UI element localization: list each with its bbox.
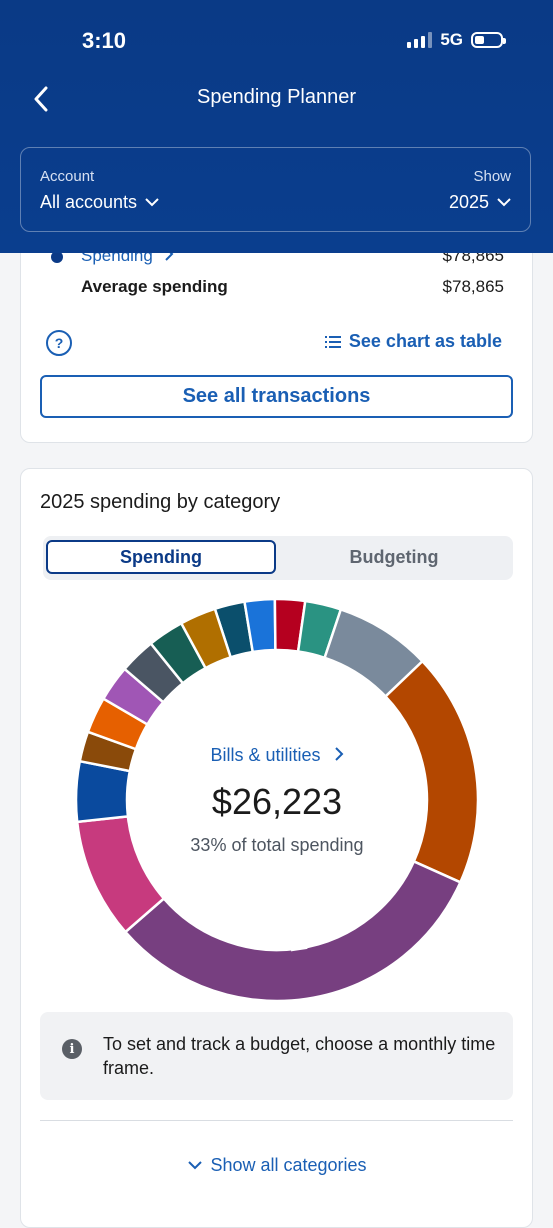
back-button[interactable]: [26, 82, 56, 116]
info-text: To set and track a budget, choose a mont…: [103, 1034, 496, 1078]
spending-dot: [51, 251, 63, 263]
network-label: 5G: [440, 30, 463, 49]
card-title: 2025 spending by category: [40, 491, 281, 513]
see-chart-as-table-link[interactable]: See chart as table: [324, 331, 502, 352]
view-toggle: Spending Budgeting: [43, 536, 513, 580]
show-all-categories-link[interactable]: Show all categories: [21, 1155, 534, 1176]
app-header: 3:10 5G Spending Planner Account All acc…: [0, 0, 553, 253]
category-percent: 33% of total spending: [190, 835, 364, 855]
show-label: Show: [473, 168, 511, 185]
status-time: 3:10: [82, 28, 127, 53]
tab-spending[interactable]: Spending: [46, 540, 276, 574]
donut-chart: Bills & utilities $26,223 33% of total s…: [74, 597, 480, 1003]
chevron-left-icon: [34, 86, 48, 112]
category-link[interactable]: Bills & utilities: [74, 745, 480, 766]
donut-segment[interactable]: [179, 607, 233, 670]
donut-svg: [74, 597, 480, 1003]
page-title: Spending Planner: [196, 86, 356, 108]
see-all-transactions-button[interactable]: See all transactions: [40, 375, 513, 418]
donut-segment[interactable]: [123, 859, 463, 1003]
chevron-right-icon: [334, 747, 343, 761]
average-value: $78,865: [442, 277, 504, 296]
chevron-down-icon: [145, 198, 159, 207]
info-icon: i: [62, 1039, 82, 1059]
list-icon: [324, 335, 341, 348]
divider: [40, 1120, 513, 1121]
category-amount: $26,223: [211, 781, 343, 822]
account-value: All accounts: [40, 192, 138, 212]
category-card: 2025 spending by category Spending Budge…: [20, 468, 533, 1228]
tab-budgeting[interactable]: Budgeting: [349, 546, 439, 567]
summary-card: Spending $78,865 Average spending $78,86…: [20, 220, 533, 443]
year-selector[interactable]: 2025: [449, 192, 511, 213]
chevron-down-icon: [188, 1161, 203, 1170]
battery-icon: [471, 32, 506, 48]
question-icon[interactable]: ?: [46, 330, 72, 356]
account-selector[interactable]: All accounts: [40, 192, 159, 213]
account-label: Account: [40, 168, 95, 185]
average-label: Average spending: [81, 277, 228, 296]
donut-center: Bills & utilities $26,223 33% of total s…: [74, 597, 480, 1003]
budget-info-box: i To set and track a budget, choose a mo…: [40, 1012, 513, 1100]
chevron-down-icon: [497, 198, 511, 207]
selection-pointer: [290, 934, 308, 952]
status-indicators: 5G: [407, 30, 506, 50]
filter-panel: Account All accounts Show 2025: [20, 147, 531, 232]
signal-icon: [407, 32, 433, 48]
year-value: 2025: [448, 192, 489, 212]
